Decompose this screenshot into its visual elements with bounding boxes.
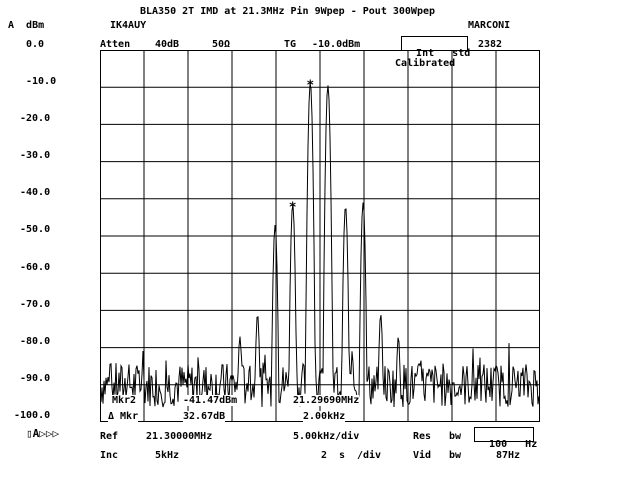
callsign: IK4AUY: [110, 20, 147, 31]
mkr2-freq: 21.29690MHz: [293, 395, 360, 406]
sweep-unit: s: [339, 450, 346, 461]
ref-level: 0.0: [26, 39, 45, 50]
tg-label[interactable]: TG: [284, 39, 297, 50]
res-bw-label: bw: [449, 431, 462, 442]
int-label: Int: [416, 48, 435, 59]
sweep-div: /div: [357, 450, 382, 461]
y-label: -100.0: [14, 410, 51, 421]
sweep-value[interactable]: 2: [321, 450, 328, 461]
std-label: std: [452, 48, 471, 59]
spectrum-trace: [100, 83, 540, 408]
model-number: 2382: [478, 39, 503, 50]
trace-marker: *: [289, 200, 297, 215]
y-label: -20.0: [20, 113, 51, 124]
delta-freq: 2.00kHz: [303, 411, 346, 422]
mkr2-label: Mkr2: [112, 395, 137, 406]
inc-label: Inc: [100, 450, 119, 461]
y-label: -80.0: [20, 336, 51, 347]
y-label: -90.0: [20, 373, 51, 384]
delta-level: 32.67dB: [183, 411, 226, 422]
y-label: -50.0: [20, 224, 51, 235]
atten-value[interactable]: 40dB: [155, 39, 180, 50]
vid-bw-value[interactable]: 87Hz: [496, 450, 521, 461]
y-label: -40.0: [20, 187, 51, 198]
y-label: -10.0: [26, 76, 57, 87]
plot-grid: [100, 50, 540, 422]
vid-label: Vid: [413, 450, 432, 461]
y-label: -30.0: [20, 150, 51, 161]
brand-label: MARCONI: [468, 20, 511, 31]
marker-group: **: [289, 79, 315, 216]
y-label: -70.0: [20, 299, 51, 310]
calibrated-label: Calibrated: [395, 58, 456, 69]
mkr2-level: -41.47dBm: [183, 395, 238, 406]
y-label: -60.0: [20, 262, 51, 273]
span-value[interactable]: 5.00kHz/div: [293, 431, 360, 442]
int-std-box[interactable]: Int std: [401, 36, 470, 59]
corner-icons[interactable]: ▯A▷▷▷: [26, 427, 60, 440]
inc-value[interactable]: 5kHz: [155, 450, 180, 461]
spectrum-plot[interactable]: * *: [100, 50, 540, 422]
tg-value[interactable]: -10.0dBm: [312, 39, 361, 50]
trace-marker: *: [306, 79, 314, 94]
res-bw-value: 100: [489, 439, 508, 450]
impedance-value[interactable]: 50Ω: [212, 39, 231, 50]
units-label: A dBm: [8, 20, 45, 31]
vid-bw-label: bw: [449, 450, 462, 461]
title: BLA350 2T IMD at 21.3MHz Pin 9Wpep - Pou…: [140, 6, 436, 17]
delta-mkr-label: Δ Mkr: [108, 411, 139, 422]
ref-label: Ref: [100, 431, 119, 442]
ref-frequency[interactable]: 21.30000MHz: [146, 431, 213, 442]
res-bw-box[interactable]: 100 Hz: [474, 427, 537, 450]
res-bw-unit: Hz: [525, 439, 538, 450]
res-label: Res: [413, 431, 432, 442]
atten-label[interactable]: Atten: [100, 39, 131, 50]
